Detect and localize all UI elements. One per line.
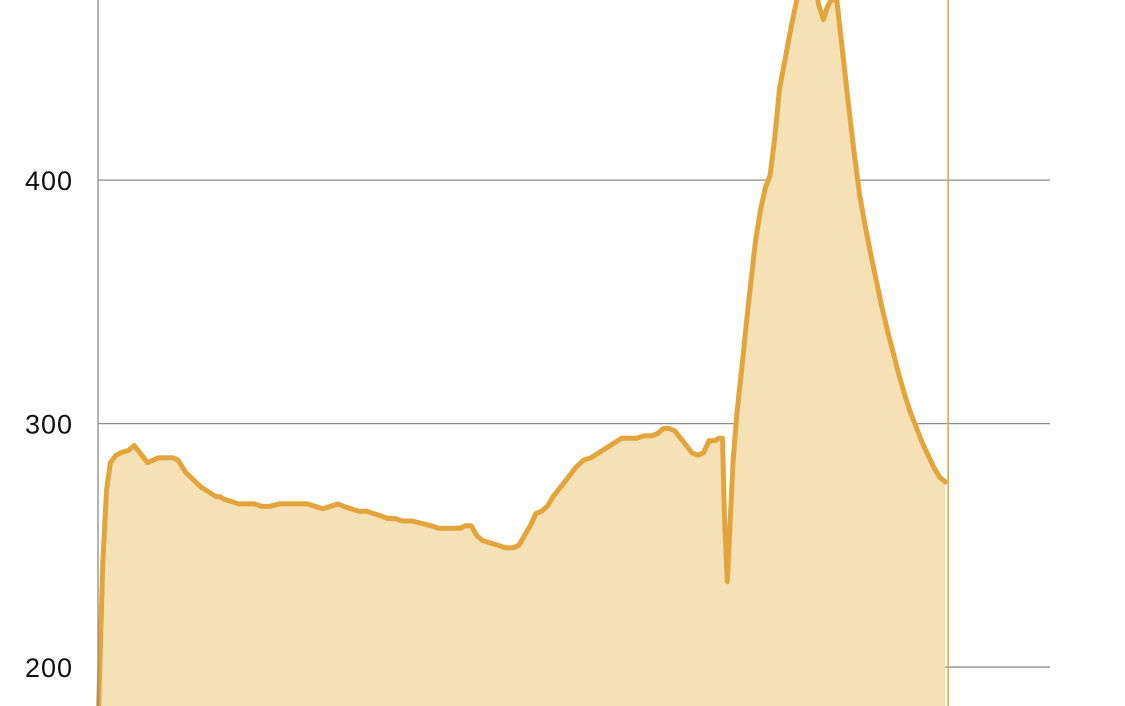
y-tick-label-200: 200 <box>25 653 73 683</box>
y-tick-labels: 200 300 400 <box>25 166 73 683</box>
series-layer <box>96 0 948 706</box>
y-tick-label-300: 300 <box>25 410 73 440</box>
series-area-0 <box>98 0 946 706</box>
series-line-0 <box>96 0 948 706</box>
y-tick-label-400: 400 <box>25 166 73 196</box>
